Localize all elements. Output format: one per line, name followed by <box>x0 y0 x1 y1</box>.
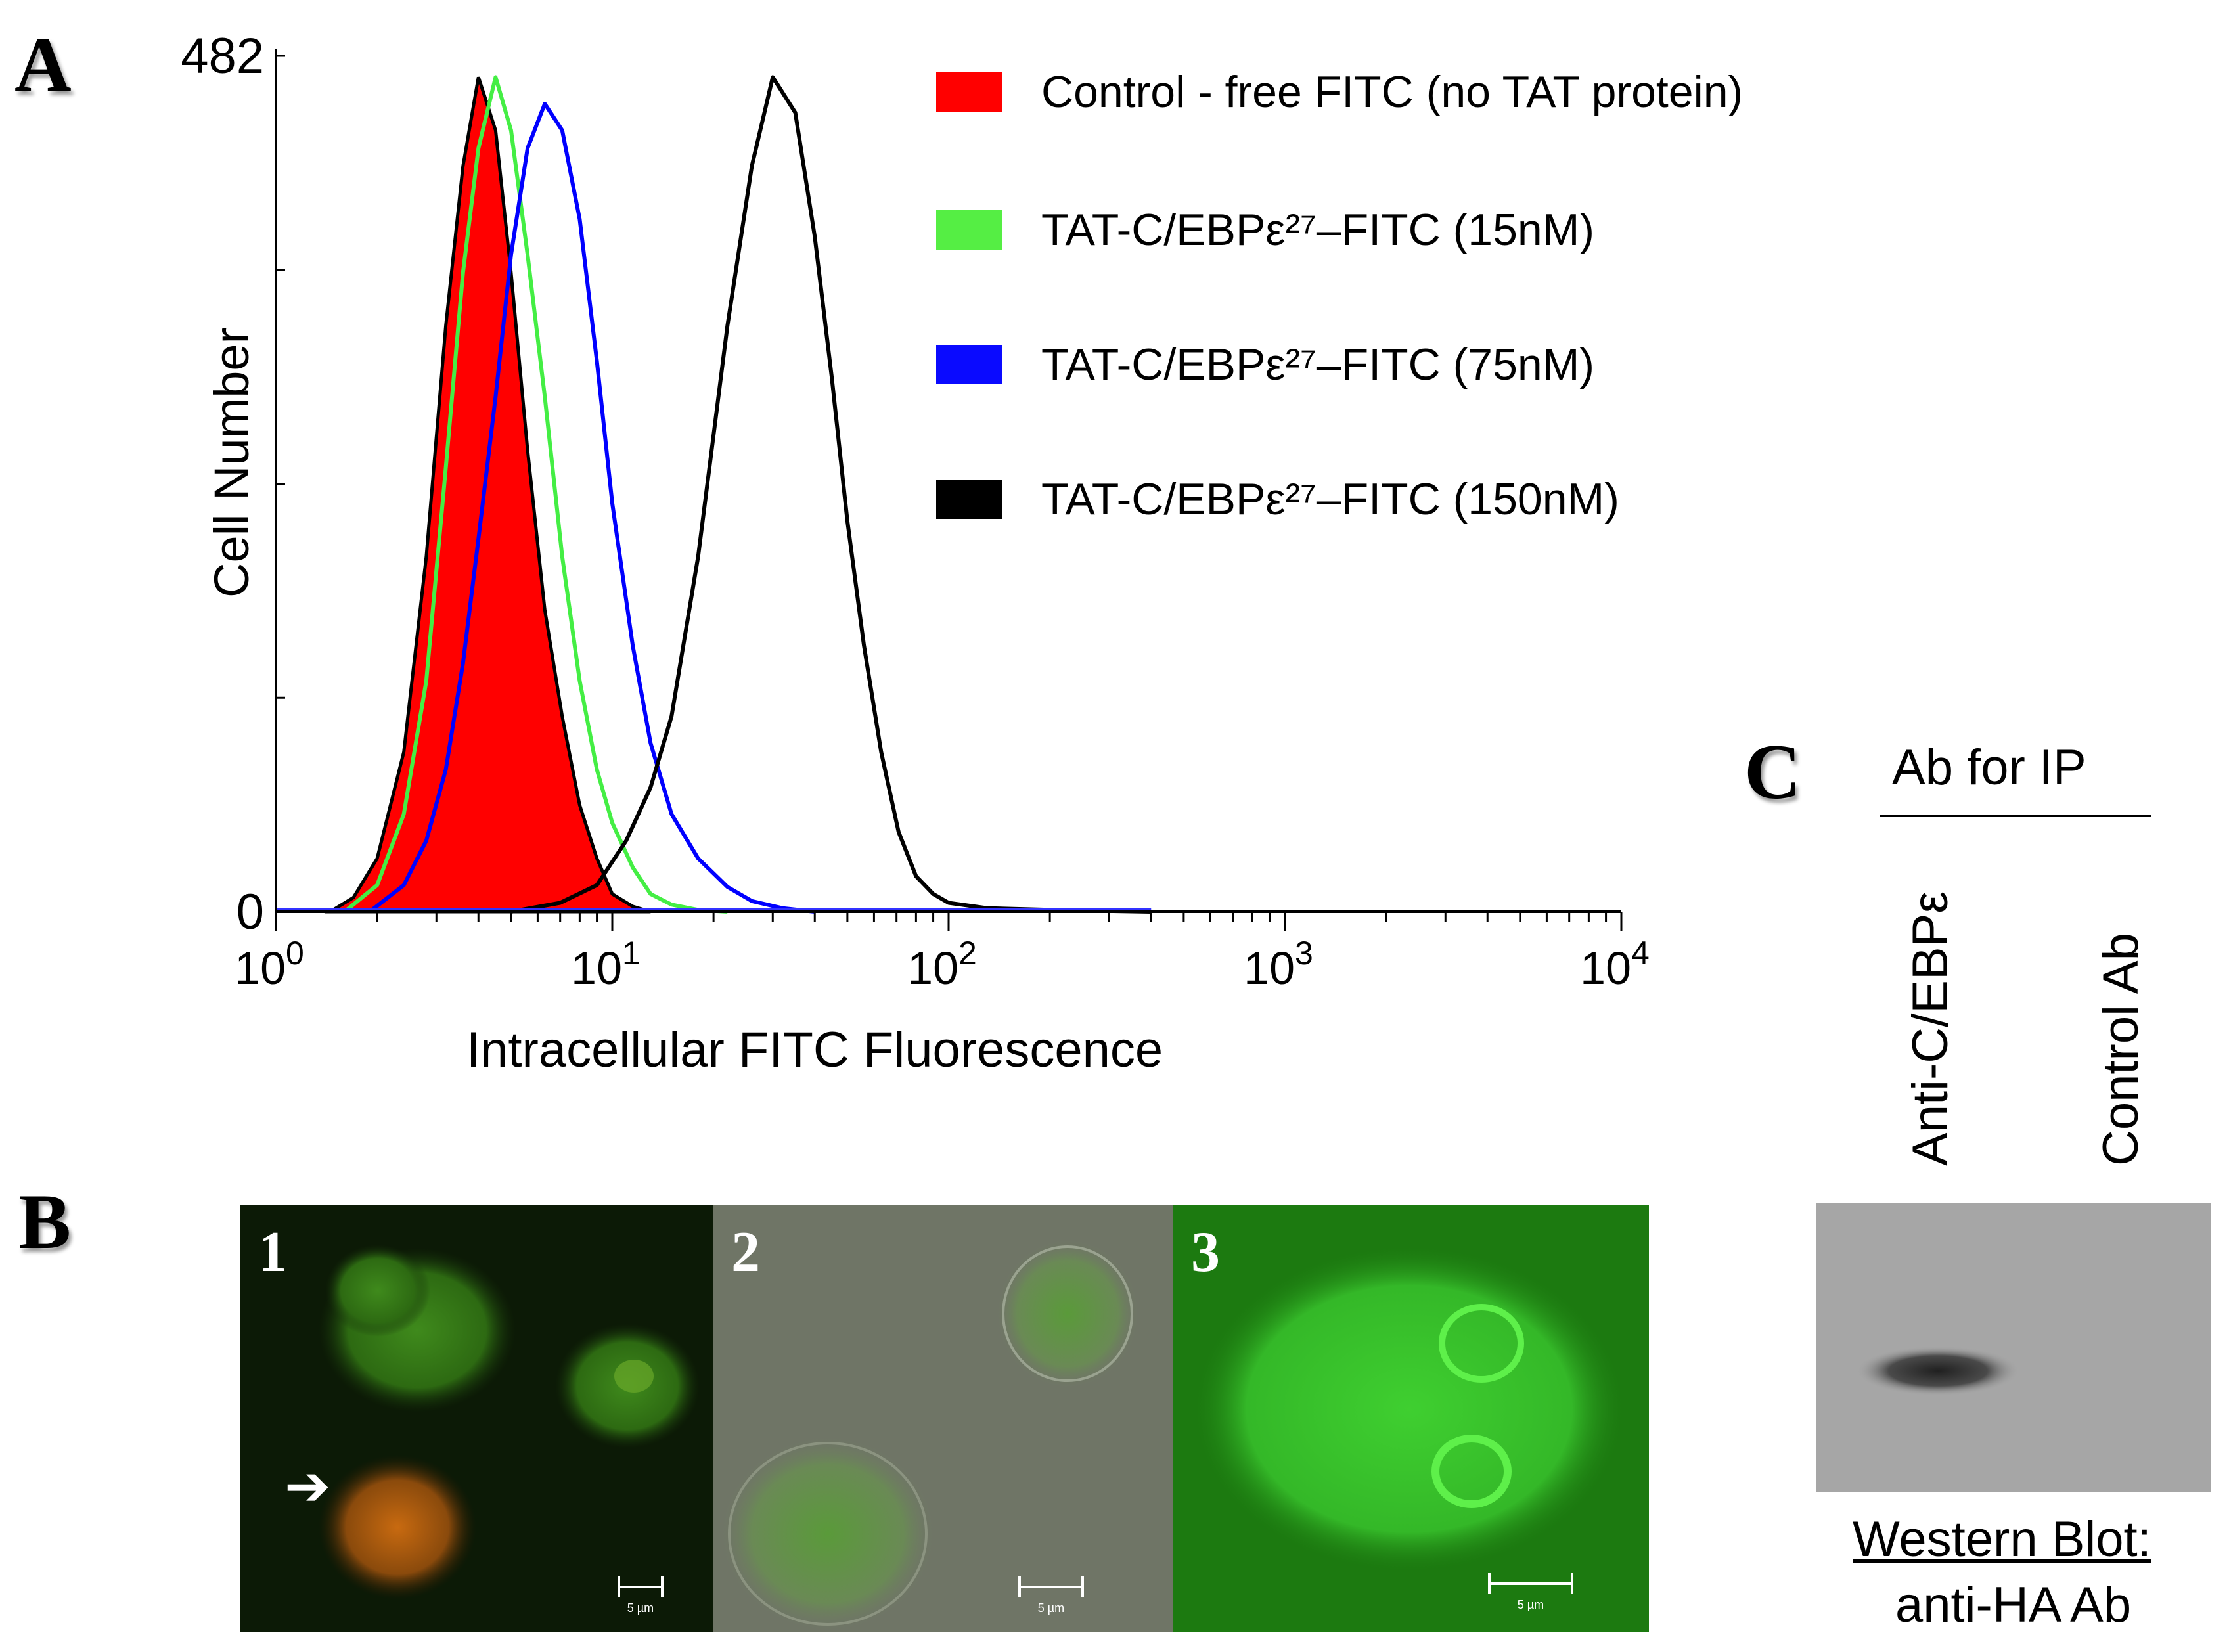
ab-for-ip-header: Ab for IP <box>1892 740 2086 795</box>
x-tick-label: 102 <box>907 935 977 994</box>
scale-bar-label: 5 µm <box>1517 1598 1544 1611</box>
arrow-icon: ➔ <box>284 1455 331 1517</box>
micrograph-1-image <box>319 1245 700 1599</box>
scale-bar-label: 5 µm <box>1037 1601 1065 1615</box>
micrograph-1-label: 1 <box>258 1220 287 1284</box>
micrograph-3-image <box>1192 1245 1626 1573</box>
legend-item-15nm: TAT-C/EBPε²⁷–FITC (15nM) <box>936 205 1595 255</box>
lane-label-control-ab: Control Ab <box>2093 933 2149 1166</box>
blot-caption-line1: Western Blot: <box>1853 1511 2151 1567</box>
legend-label: TAT-C/EBPε²⁷–FITC (75nM) <box>1041 340 1595 390</box>
x-axis-label: Intracellular FITC Fluorescence <box>466 1022 1163 1078</box>
x-tick-label: 104 <box>1580 935 1650 994</box>
panel-a-letter: A <box>14 20 72 108</box>
scale-bar-label: 5 µm <box>627 1601 654 1615</box>
x-tick-label: 101 <box>571 935 641 994</box>
y-axis-label: Cell Number <box>204 327 259 598</box>
panel-b-letter: B <box>18 1178 72 1265</box>
legend-label: TAT-C/EBPε²⁷–FITC (15nM) <box>1041 205 1595 255</box>
micrograph-3-label: 3 <box>1191 1220 1220 1284</box>
micrograph-2: 2 5 µm <box>713 1205 1173 1632</box>
western-blot-image <box>1816 1203 2211 1492</box>
micrograph-3: 3 5 µm <box>1173 1205 1649 1632</box>
legend-swatch-black <box>936 480 1002 519</box>
y-tick-label: 482 <box>181 28 264 84</box>
series-3-line <box>510 75 1152 914</box>
panel-c-letter: C <box>1744 728 1801 815</box>
micrograph-2-label: 2 <box>731 1220 760 1284</box>
legend-label: Control - free FITC (no TAT protein) <box>1041 67 1744 117</box>
legend-item-control: Control - free FITC (no TAT protein) <box>936 67 1744 117</box>
micrograph-2-image <box>719 1238 1140 1632</box>
legend-swatch-green <box>936 210 1002 250</box>
lane-label-anti-cebp: Anti-C/EBPε <box>1903 891 1958 1166</box>
micrograph-1: 1 ➔ 5 µm <box>240 1205 713 1632</box>
legend-label: TAT-C/EBPε²⁷–FITC (150nM) <box>1041 474 1619 524</box>
histogram-chart: 0 482 100 101 102 103 104 <box>181 28 1650 994</box>
x-tick-label: 103 <box>1244 935 1313 994</box>
y-tick-label: 0 <box>236 884 264 940</box>
x-tick-label: 100 <box>235 935 304 994</box>
header-underline <box>1880 815 2151 817</box>
legend-swatch-blue <box>936 345 1002 384</box>
series-2-line <box>368 102 815 914</box>
series-1-line <box>343 75 728 914</box>
legend-item-75nm: TAT-C/EBPε²⁷–FITC (75nM) <box>936 340 1595 390</box>
legend-item-150nm: TAT-C/EBPε²⁷–FITC (150nM) <box>936 474 1619 524</box>
blot-caption-line2: anti-HA Ab <box>1895 1577 2132 1633</box>
blot-band <box>1856 1346 2020 1396</box>
legend-swatch-red <box>936 72 1002 112</box>
